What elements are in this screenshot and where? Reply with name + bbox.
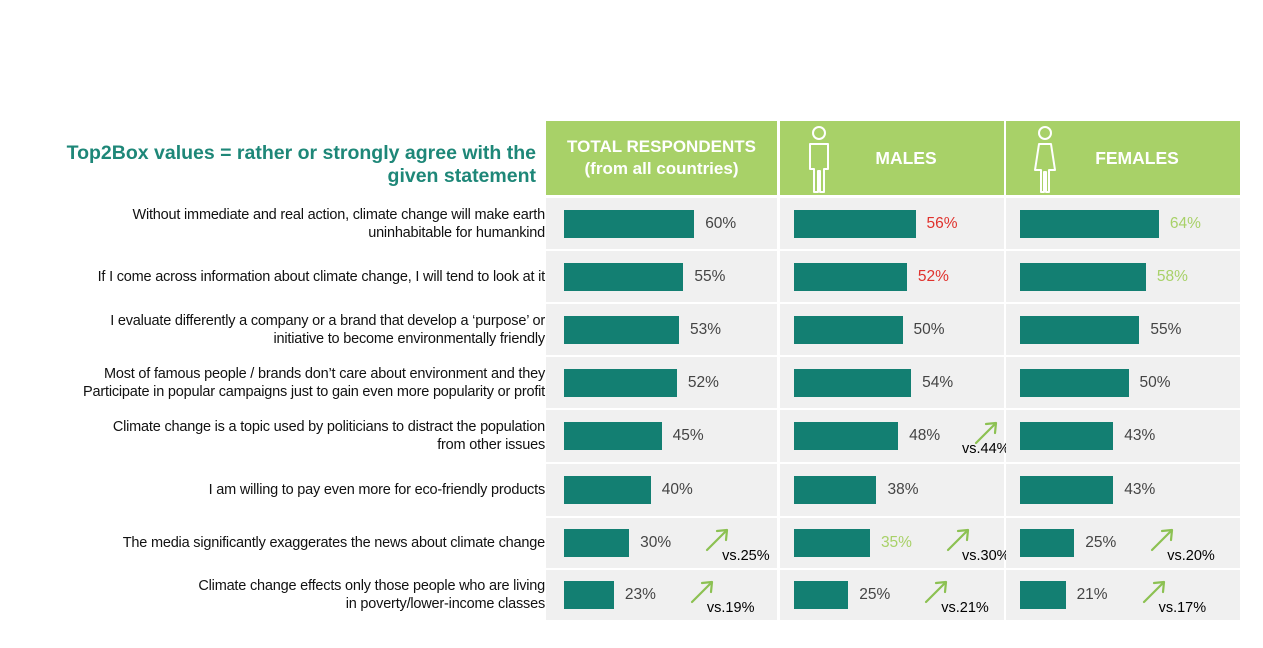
- data-label: 48%: [909, 427, 941, 444]
- bar-total: [564, 368, 677, 397]
- bar-total: [564, 209, 695, 238]
- chart-title: Top2Box values = rather or strongly agre…: [66, 142, 536, 187]
- bar-total: [564, 315, 679, 344]
- comparison-label: vs.17%: [1158, 600, 1207, 616]
- data-label: 55%: [1150, 320, 1182, 338]
- bar-females: [1020, 315, 1140, 344]
- bar-females: [1020, 476, 1114, 504]
- data-label: 40%: [661, 481, 693, 498]
- trend-up-arrow-icon: [946, 528, 970, 552]
- data-label: 60%: [705, 214, 737, 232]
- header-males-label: MALES: [875, 147, 937, 168]
- trend-up-arrow-icon: [705, 528, 729, 552]
- statement-label: I evaluate differently a company or a br…: [0, 312, 545, 348]
- data-label: 50%: [913, 320, 945, 338]
- female-person-icon: [1034, 126, 1056, 193]
- comparison-label: vs.30%: [962, 548, 1010, 564]
- statement-label-line: from other issues: [437, 437, 545, 453]
- bar-females: [1020, 262, 1146, 291]
- data-label: 43%: [1124, 481, 1156, 498]
- data-label: 58%: [1156, 267, 1188, 285]
- bar-males: [794, 422, 899, 450]
- statement-label-line: uninhabitable for humankind: [368, 224, 545, 241]
- bar-total: [564, 422, 662, 450]
- statement-label: The media significantly exaggerates the …: [0, 534, 545, 552]
- bar-males: [794, 529, 870, 557]
- bar-females: [1020, 209, 1159, 238]
- statement-label-line: The media significantly exaggerates the …: [122, 535, 545, 551]
- data-label: 56%: [926, 214, 958, 232]
- bar-males: [794, 476, 877, 504]
- data-label: 30%: [640, 534, 672, 551]
- data-label: 25%: [859, 586, 891, 603]
- bar-males: [794, 368, 912, 397]
- bar-males: [794, 315, 903, 344]
- statement-label: Without immediate and real action, clima…: [0, 206, 545, 242]
- bar-total: [564, 529, 630, 557]
- data-label: 55%: [694, 267, 726, 285]
- data-label: 43%: [1124, 427, 1156, 444]
- bar-females: [1020, 368, 1129, 397]
- statement-label: If I come across information about clima…: [0, 268, 546, 286]
- data-label: 21%: [1076, 586, 1108, 603]
- header-total-respondents: TOTAL RESPONDENTS (from all countries): [546, 121, 777, 195]
- bar-males: [794, 262, 907, 291]
- comparison-label: vs.20%: [1167, 548, 1215, 564]
- data-label: 52%: [917, 267, 949, 285]
- statement-label-line: Climate change is a topic used by politi…: [112, 419, 545, 435]
- comparison-label: vs.19%: [706, 600, 755, 616]
- data-label: 35%: [880, 534, 912, 551]
- header-females-label: FEMALES: [1095, 147, 1179, 168]
- statement-label: I am willing to pay even more for eco-fr…: [0, 481, 546, 499]
- data-label: 25%: [1085, 534, 1117, 551]
- header-females: FEMALES: [1006, 121, 1240, 195]
- bar-females: [1020, 422, 1114, 450]
- comparison-label: vs.44%: [962, 441, 1010, 457]
- comparison-label: vs.21%: [941, 600, 989, 616]
- statement-label-line: initiative to become environmentally fri…: [273, 330, 546, 347]
- data-label: 52%: [687, 373, 719, 391]
- statement-label-line: Participate in popular campaigns just to…: [83, 383, 545, 400]
- data-label: 45%: [672, 427, 704, 444]
- statement-label: Climate change effects only those people…: [0, 577, 545, 613]
- trend-up-arrow-icon: [690, 580, 714, 604]
- statement-label: Climate change is a topic used by politi…: [0, 418, 545, 454]
- statement-label-line: Most of famous people / brands don’t car…: [103, 365, 545, 382]
- statement-label-line: I am willing to pay even more for eco-fr…: [208, 482, 546, 498]
- data-label: 50%: [1139, 373, 1171, 391]
- statement-label-line: I evaluate differently a company or a br…: [110, 312, 545, 329]
- statement-label-line: Climate change effects only those people…: [198, 578, 545, 594]
- bar-total: [564, 581, 614, 609]
- trend-up-arrow-icon: [1142, 580, 1165, 604]
- comparison-label: vs.25%: [722, 548, 770, 564]
- bar-females: [1020, 529, 1075, 557]
- statement-label-line: in poverty/lower-income classes: [345, 596, 545, 612]
- data-label: 53%: [690, 320, 722, 338]
- data-label: 64%: [1169, 214, 1201, 232]
- data-label: 54%: [922, 373, 954, 391]
- data-label: 23%: [624, 586, 656, 603]
- statement-label: Most of famous people / brands don’t car…: [0, 365, 545, 401]
- bar-total: [564, 262, 684, 291]
- data-label: 38%: [887, 481, 919, 498]
- trend-up-arrow-icon: [1151, 528, 1174, 552]
- male-person-icon: [809, 126, 829, 193]
- bar-males: [794, 209, 916, 238]
- bar-males: [794, 581, 849, 609]
- bar-females: [1020, 581, 1066, 609]
- header-males: MALES: [780, 121, 1004, 195]
- trend-up-arrow-icon: [975, 421, 998, 445]
- statement-label-line: Without immediate and real action, clima…: [132, 206, 545, 223]
- header-total-line2: (from all countries): [584, 159, 739, 178]
- header-total-line1: TOTAL RESPONDENTS: [567, 137, 756, 156]
- bar-total: [564, 476, 651, 504]
- trend-up-arrow-icon: [925, 580, 948, 604]
- statement-label-line: If I come across information about clima…: [97, 268, 546, 285]
